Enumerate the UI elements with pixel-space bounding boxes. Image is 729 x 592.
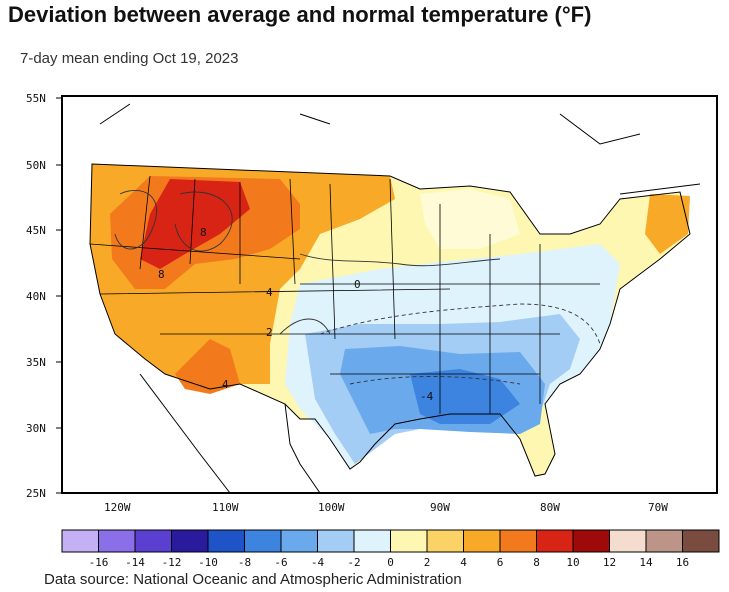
legend-tick-label: -14 — [125, 556, 145, 569]
lon-label-100w: 100W — [318, 501, 345, 514]
legend-tick-label: 10 — [566, 556, 579, 569]
legend-tick-labels: -16 -14 -12 -10 -8 -6 -4 -2 0 2 4 6 8 10 12 14 16 — [89, 556, 690, 569]
lon-label-80w: 80W — [540, 501, 560, 514]
legend-tick-label: 14 — [639, 556, 653, 569]
legend-tick-label: 8 — [533, 556, 540, 569]
legend-tick-label: -12 — [162, 556, 182, 569]
legend-swatch — [572, 529, 610, 553]
contour-label-4-southwest: 4 — [222, 378, 229, 391]
legend-tick-label: -16 — [89, 556, 109, 569]
lon-label-90w: 90W — [430, 501, 450, 514]
legend-swatch — [390, 529, 428, 553]
legend-swatch — [609, 529, 647, 553]
legend-swatch — [463, 529, 501, 553]
chart-title: Deviation between average and normal tem… — [8, 2, 592, 27]
lat-label-30n: 30N — [26, 422, 46, 435]
legend-swatch — [317, 529, 355, 553]
lon-label-70w: 70W — [648, 501, 668, 514]
southwest-dark-orange — [175, 339, 240, 394]
chart-subtitle: 7-day mean ending Oct 19, 2023 — [20, 50, 239, 67]
contour-label-2: 2 — [266, 326, 273, 339]
lat-label-25n: 25N — [26, 487, 46, 500]
lon-label-110w: 110W — [212, 501, 239, 514]
lat-label-40n: 40N — [26, 290, 46, 303]
legend-tick-label: 2 — [424, 556, 431, 569]
legend-swatch — [682, 529, 720, 553]
legend-swatch — [244, 529, 282, 553]
maine-orange — [645, 194, 690, 254]
southeast-dark-blue — [410, 369, 520, 424]
legend-tick-label: -10 — [198, 556, 218, 569]
contour-label-4-colorado: 4 — [266, 286, 273, 299]
legend-swatch — [98, 529, 136, 553]
lat-label-55n: 55N — [26, 92, 46, 105]
legend-swatch — [207, 529, 245, 553]
mexico-outline — [139, 373, 321, 494]
legend-tick-label: -8 — [238, 556, 251, 569]
legend-swatch — [645, 529, 683, 553]
legend-tick-label: -6 — [274, 556, 287, 569]
legend-tick-label: 0 — [387, 556, 394, 569]
legend-swatch — [499, 529, 537, 553]
lat-ticks — [56, 97, 62, 494]
contour-label-8-north: 8 — [200, 226, 207, 239]
legend-swatch — [61, 529, 99, 553]
boundaries — [89, 103, 701, 494]
lat-label-35n: 35N — [26, 356, 46, 369]
legend-swatch — [536, 529, 574, 553]
temperature-anomaly-map: 55N 50N 45N 40N 35N 30N 25N 120W 110W 10… — [26, 92, 718, 514]
legend-swatch — [134, 529, 172, 553]
legend-tick-label: -4 — [311, 556, 325, 569]
canada-outline — [99, 103, 701, 195]
contour-label-8-west: 8 — [158, 268, 165, 281]
us-coast-outline — [89, 163, 691, 477]
montana-red-core — [140, 179, 250, 269]
lon-label-120w: 120W — [104, 501, 131, 514]
contour-label-neg4: -4 — [420, 390, 434, 403]
negative-contours — [319, 303, 601, 385]
legend-swatches — [61, 529, 720, 553]
legend-tick-label: 6 — [497, 556, 504, 569]
color-legend: -16 -14 -12 -10 -8 -6 -4 -2 0 2 4 6 8 10 12 14 16 — [61, 529, 720, 569]
legend-swatch — [171, 529, 209, 553]
contour-lines — [114, 190, 501, 335]
lat-label-50n: 50N — [26, 159, 46, 172]
legend-tick-label: -2 — [347, 556, 360, 569]
great-lakes-pale — [420, 189, 520, 249]
legend-tick-label: 12 — [603, 556, 616, 569]
state-lines — [89, 175, 600, 414]
legend-tick-label: 16 — [676, 556, 689, 569]
legend-swatch — [353, 529, 391, 553]
contour-label-0: 0 — [354, 278, 361, 291]
legend-swatch — [426, 529, 464, 553]
legend-tick-label: 4 — [460, 556, 467, 569]
legend-swatch — [280, 529, 318, 553]
lat-label-45n: 45N — [26, 224, 46, 237]
data-source: Data source: National Oceanic and Atmosp… — [44, 571, 462, 588]
